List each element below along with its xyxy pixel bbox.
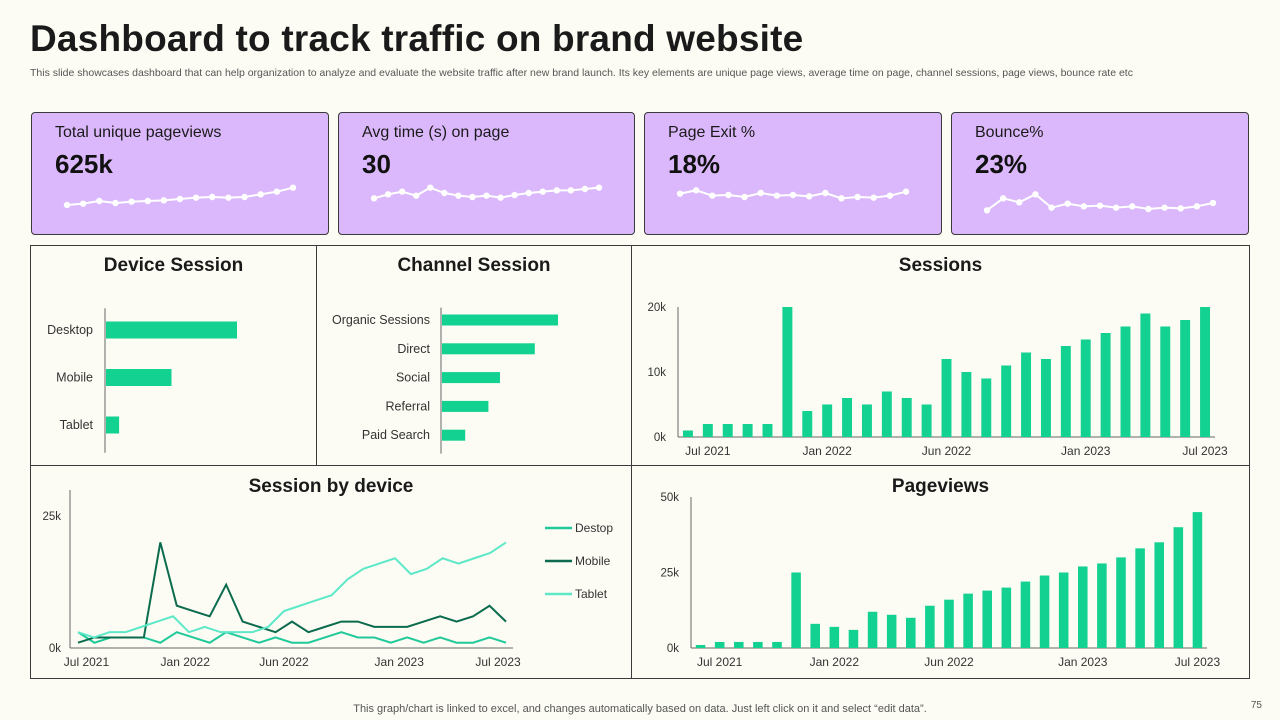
sparkline-point [128, 198, 135, 205]
sparkline-point [469, 193, 476, 201]
kpi-sparkline [983, 191, 1217, 214]
footer-note: This graph/chart is linked to excel, and… [353, 703, 927, 715]
sparkline-point [63, 201, 71, 209]
sparkline-point [497, 194, 504, 201]
kpi-sparkline [676, 187, 910, 202]
kpi-card-unique-pageviews[interactable]: Total unique pageviews 625k [31, 112, 329, 235]
kpi-sparkline [370, 184, 603, 202]
kpi-label: Page Exit % [668, 124, 756, 141]
panel-pageviews [631, 465, 1250, 679]
sparkline-point [289, 184, 297, 191]
kpi-card-bounce[interactable]: Bounce% 23% [951, 112, 1249, 235]
sparkline-point [257, 191, 264, 198]
sparkline-point [902, 188, 910, 195]
sparkline-point [886, 192, 894, 199]
sparkline-point [398, 188, 406, 195]
sparkline-point [273, 188, 281, 195]
sparkline-point [539, 188, 546, 195]
panel-sessions [631, 245, 1250, 466]
sparkline-point [567, 187, 575, 194]
sparkline-point [822, 189, 829, 197]
sparkline-point [160, 197, 168, 204]
sparkline-point [144, 197, 151, 205]
sparkline-point [455, 192, 462, 199]
kpi-value: 18% [668, 149, 721, 179]
sparkline-point [725, 191, 732, 199]
sparkline-point [983, 207, 991, 214]
sparkline-point [676, 190, 684, 197]
sparkline-point [209, 193, 216, 201]
sparkline-point [741, 193, 748, 201]
sparkline-point [757, 189, 764, 197]
kpi-card-avg-time[interactable]: Avg time (s) on page 30 [338, 112, 635, 235]
sparkline-point [96, 197, 103, 205]
sparkline-point [1145, 205, 1152, 213]
sparkline-point [805, 193, 813, 200]
sparkline-point [441, 189, 448, 197]
sparkline-point [1032, 191, 1039, 198]
panel-device-session [30, 245, 317, 466]
kpi-card-page-exit[interactable]: Page Exit % 18% [644, 112, 942, 235]
sparkline-point [692, 187, 700, 194]
sparkline-point [112, 199, 119, 207]
sparkline-point [1193, 203, 1201, 210]
sparkline-point [192, 194, 200, 201]
sparkline-point [1096, 202, 1104, 209]
sparkline-point [870, 194, 877, 201]
sparkline-point [1209, 199, 1217, 207]
kpi-label: Total unique pageviews [55, 124, 222, 141]
sparkline-point [1161, 204, 1168, 211]
sparkline-point [384, 191, 392, 198]
page-title: Dashboard to track traffic on brand webs… [30, 18, 804, 59]
kpi-value: 625k [55, 149, 113, 179]
kpi-label: Bounce% [975, 124, 1044, 141]
pageviews-title: Pageviews [891, 476, 990, 497]
channel-session-title: Channel Session [397, 255, 551, 276]
device-session-title: Device Session [103, 255, 244, 276]
panel-channel-session [316, 245, 632, 466]
sparkline-point [1177, 205, 1184, 212]
sparkline-point [225, 194, 232, 201]
sparkline-point [1112, 204, 1120, 211]
sessions-title: Sessions [898, 255, 983, 276]
kpi-label: Avg time (s) on page [362, 124, 510, 141]
kpi-value: 30 [362, 149, 391, 179]
sparkline-point [789, 191, 797, 199]
kpi-value: 23% [975, 149, 1028, 179]
sparkline-point [854, 193, 861, 201]
sparkline-point [1016, 199, 1023, 206]
sparkline-point [1129, 203, 1136, 210]
sparkline-point [999, 195, 1007, 202]
page-number: 75 [1250, 700, 1262, 711]
sparkline-point [176, 195, 184, 203]
sparkline-point [553, 187, 561, 194]
sparkline-point [773, 192, 781, 199]
sparkline-point [838, 195, 845, 202]
sparkline-point [709, 192, 716, 199]
sparkline-point [1048, 204, 1055, 211]
sparkline-point [1064, 200, 1071, 207]
session-by-device-title: Session by device [248, 476, 414, 497]
sparkline-point [427, 184, 434, 191]
sparkline-point [511, 191, 518, 199]
sparkline-point [79, 200, 87, 207]
sparkline-point [412, 192, 420, 199]
sparkline-point [595, 184, 603, 191]
sparkline-point [483, 192, 490, 199]
sparkline-point [370, 195, 378, 202]
sparkline-point [241, 193, 248, 201]
page-subtitle: This slide showcases dashboard that can … [30, 67, 1133, 79]
sparkline-point [525, 189, 532, 197]
sparkline-point [581, 185, 589, 193]
sparkline-point [1080, 203, 1088, 210]
kpi-sparkline [63, 184, 297, 209]
